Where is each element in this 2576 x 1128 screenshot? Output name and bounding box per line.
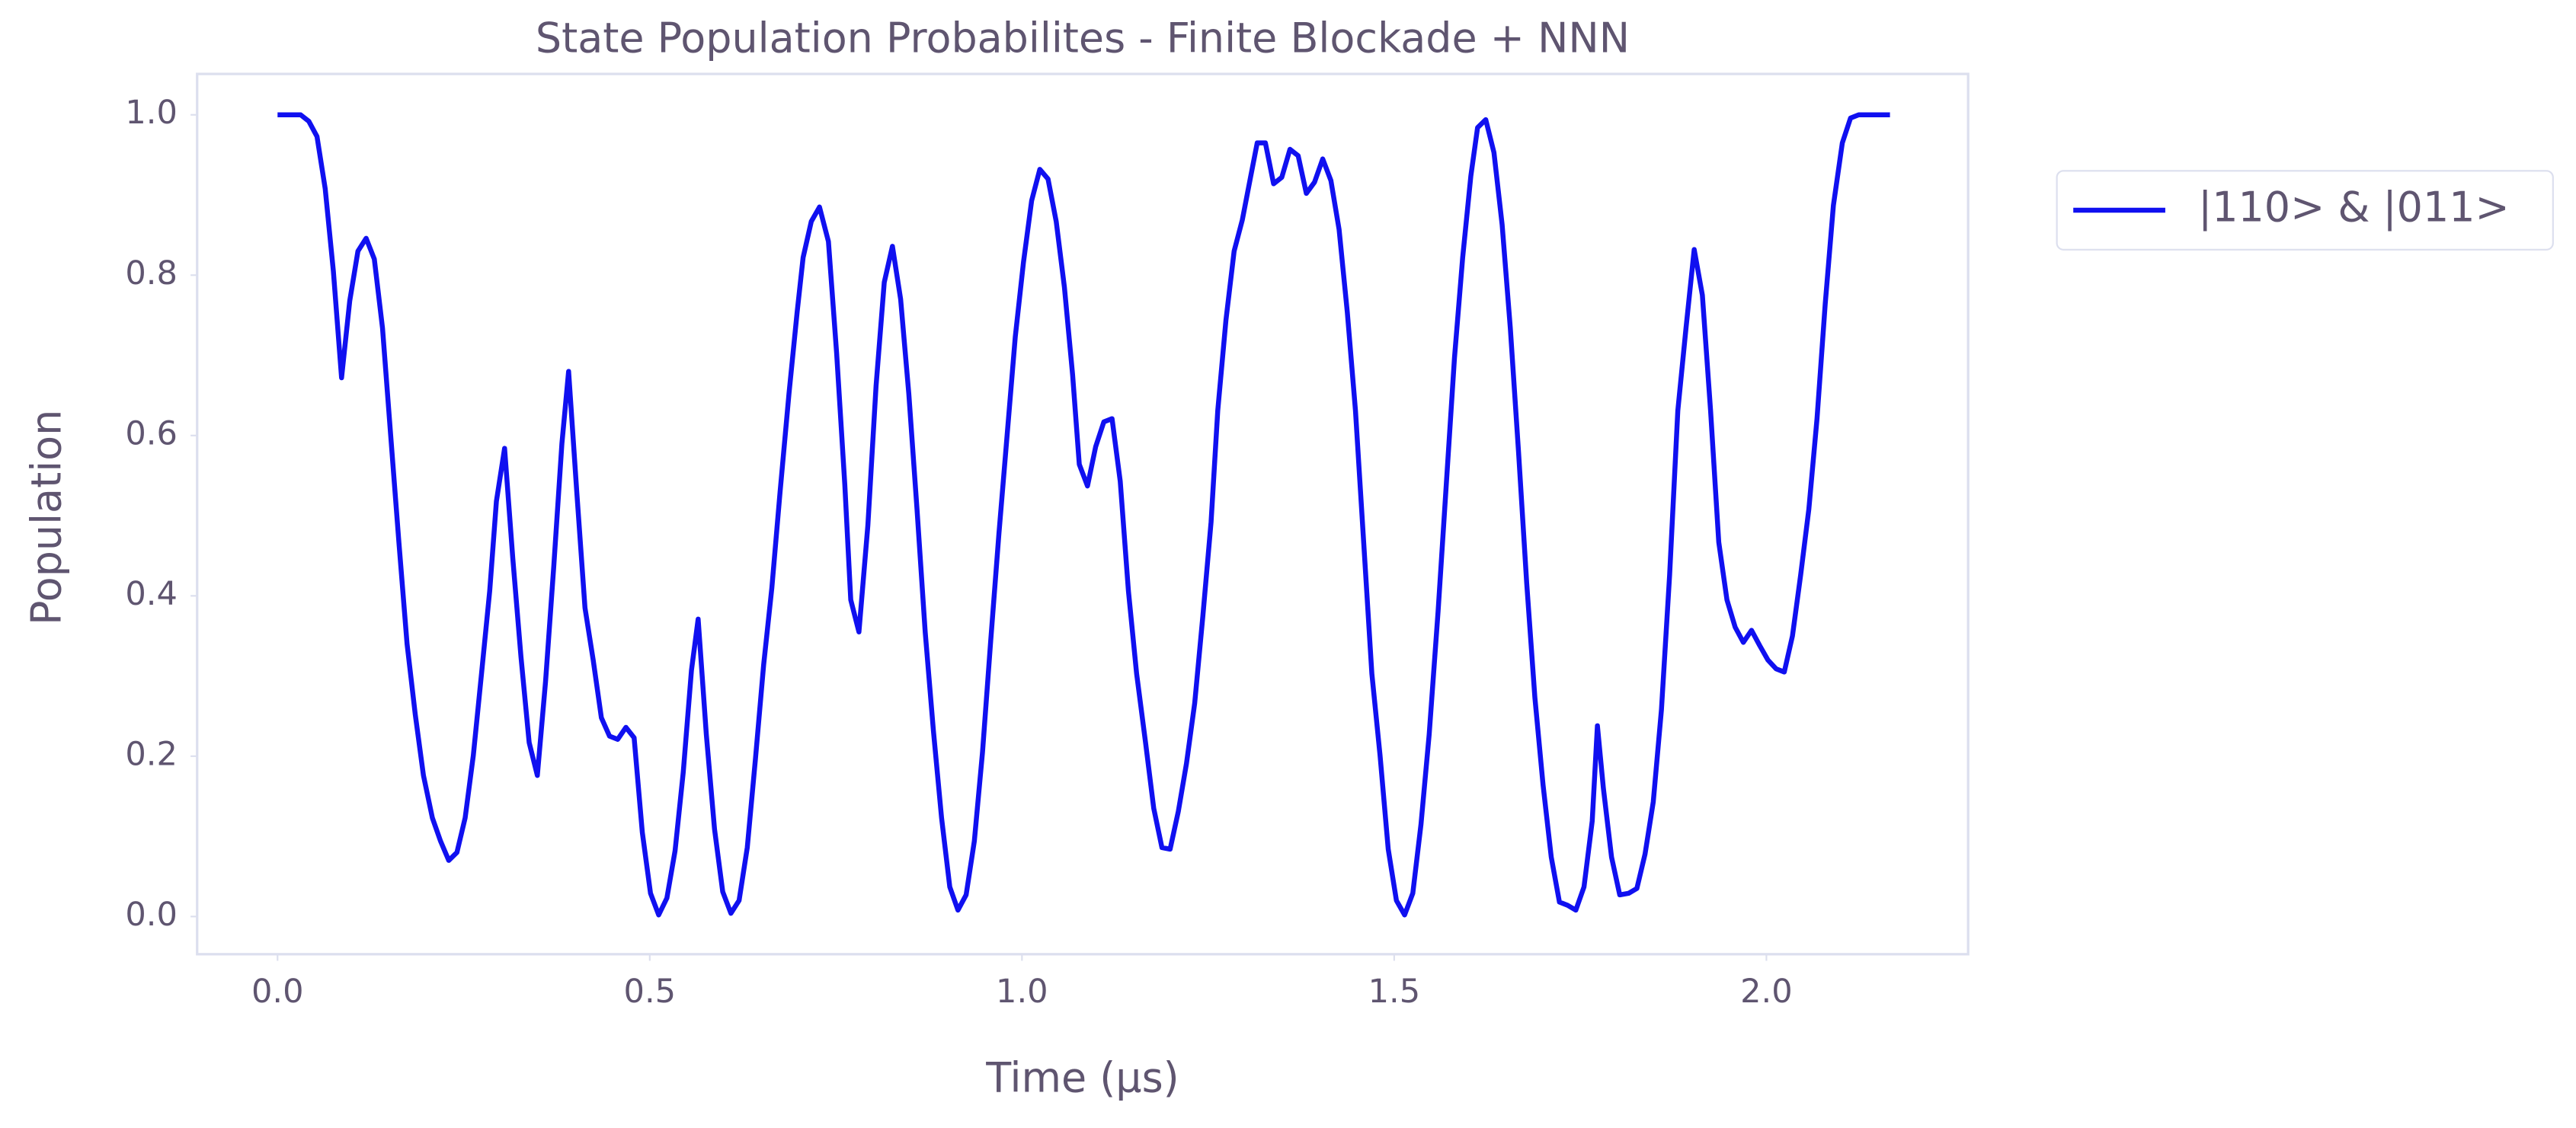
y-tick-label: 0.4 (125, 575, 178, 613)
series-line (277, 112, 1890, 918)
y-tick-label: 0.6 (125, 414, 178, 452)
y-tick-label: 0.2 (125, 735, 178, 773)
x-tick-label: 0.5 (624, 973, 677, 1011)
y-tick-label: 0.0 (125, 896, 178, 934)
y-tick-label: 0.8 (125, 254, 178, 292)
plot-frame (196, 72, 1970, 956)
x-tick-label: 1.5 (1368, 973, 1421, 1011)
legend-label: |110> & |011> (2198, 184, 2510, 232)
x-tick-label: 1.0 (996, 973, 1048, 1011)
chart-title: State Population Probabilites - Finite B… (536, 14, 1630, 62)
legend-box (2056, 170, 2554, 251)
y-tick-label: 1.0 (125, 94, 178, 132)
x-tick-label: 2.0 (1740, 973, 1793, 1011)
y-axis-label: Population (22, 410, 70, 625)
x-axis-label: Time (μs) (985, 1053, 1179, 1101)
x-tick-label: 0.0 (251, 973, 304, 1011)
